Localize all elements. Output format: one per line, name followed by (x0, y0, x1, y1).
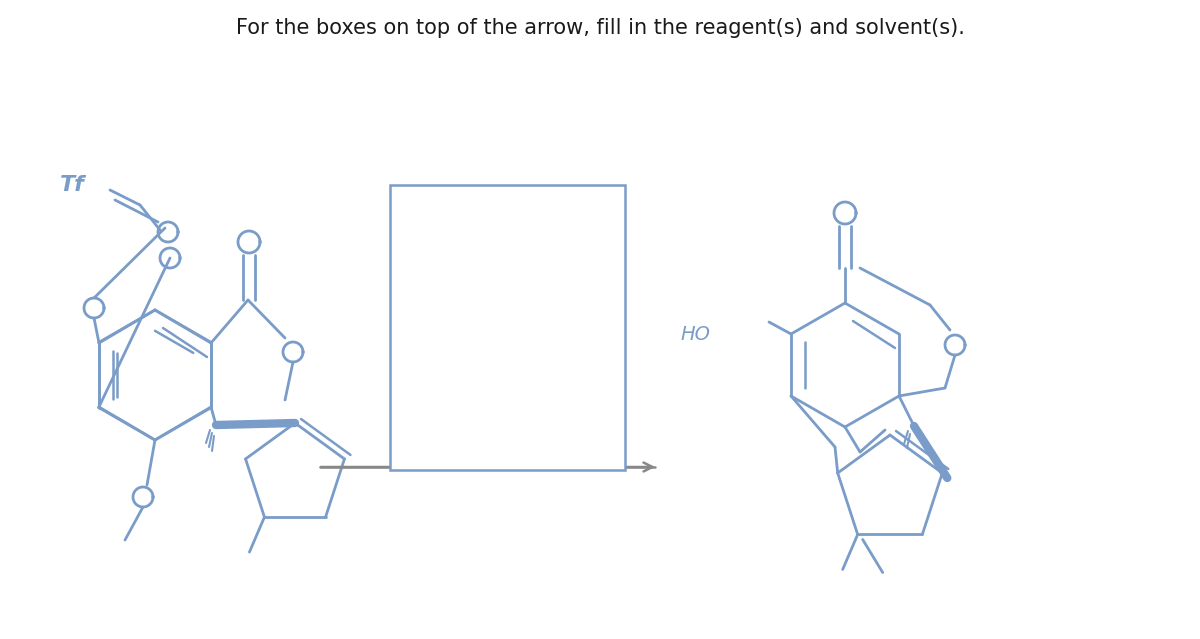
Text: HO: HO (680, 325, 710, 344)
Bar (390, 185, 625, 470)
Text: 2.: 2. (415, 363, 439, 387)
Text: For the boxes on top of the arrow, fill in the reagent(s) and solvent(s).: For the boxes on top of the arrow, fill … (235, 18, 965, 38)
Text: Tf: Tf (60, 175, 85, 195)
Text: 1.: 1. (415, 253, 439, 277)
